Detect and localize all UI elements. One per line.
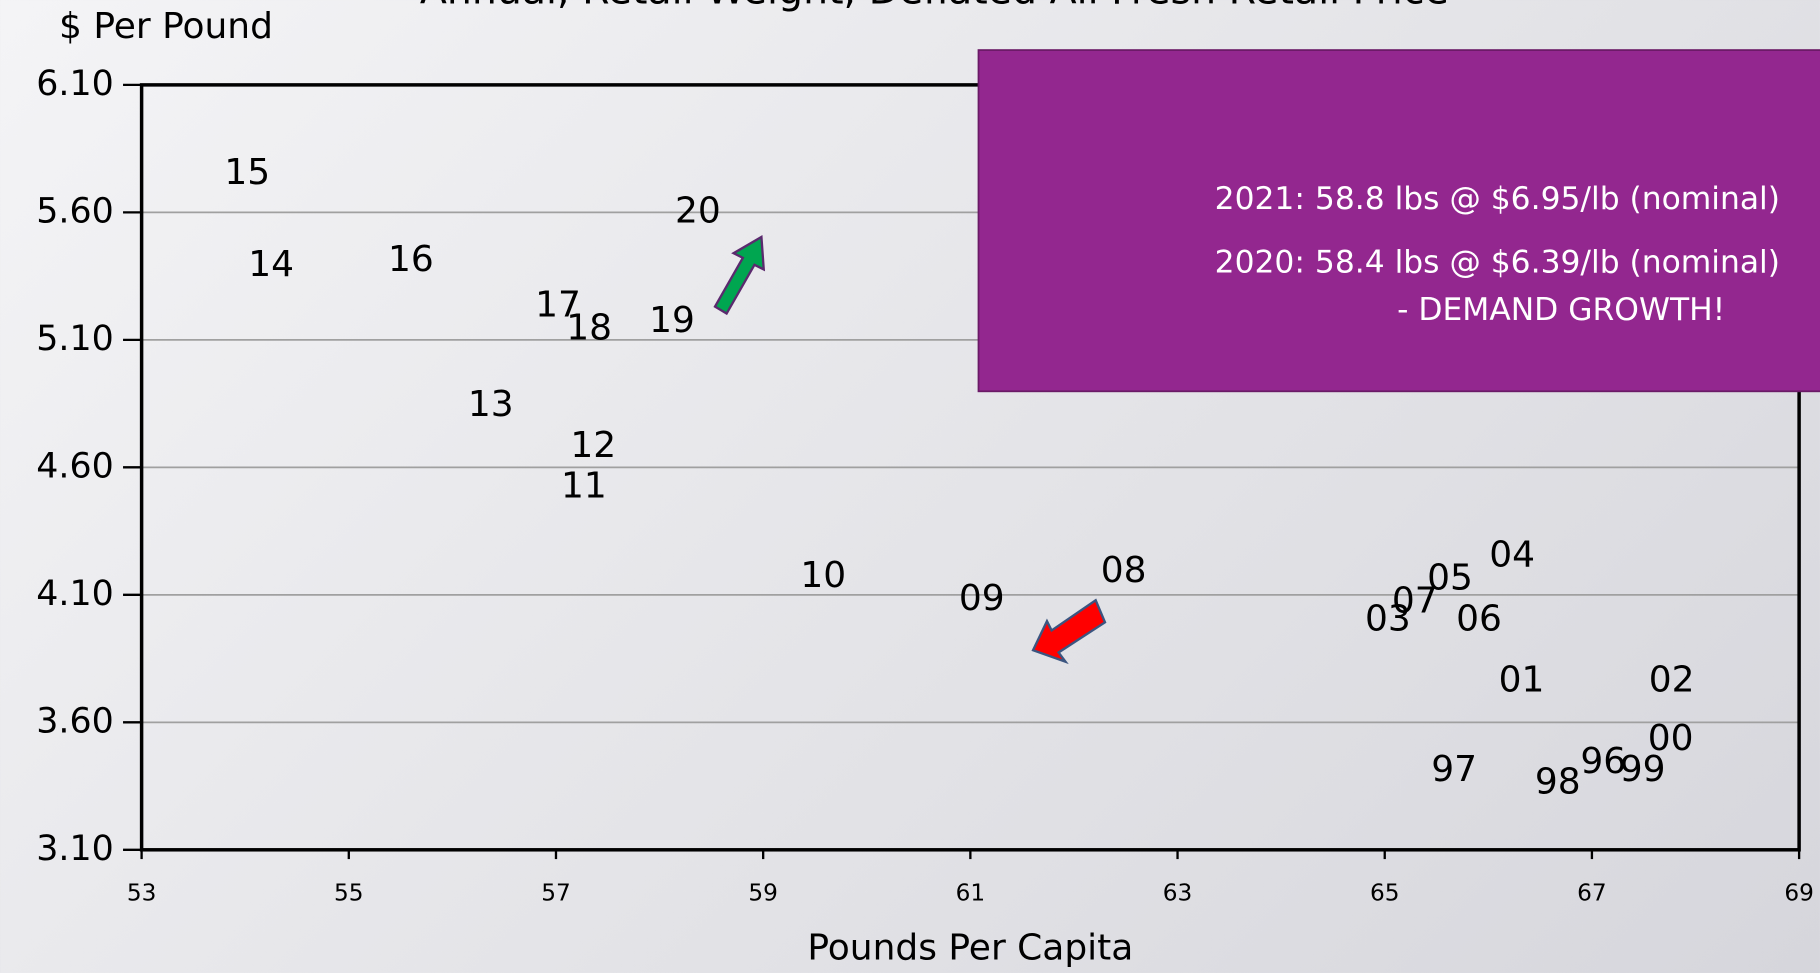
point-label: 05	[1427, 558, 1473, 599]
point-label: 14	[248, 244, 294, 285]
point-label: 03	[1365, 598, 1411, 639]
x-tick-label: 67	[1577, 879, 1607, 906]
point-label: 15	[224, 152, 270, 193]
point-label: 19	[649, 300, 695, 341]
y-tick-label: 3.60	[36, 701, 114, 741]
x-tick-label: 69	[1784, 879, 1814, 906]
y-tick-label: 3.10	[36, 829, 114, 869]
x-axis-label: Pounds Per Capita	[807, 928, 1133, 969]
chart-title: Annual, Retail Weight, Deflated All Fres…	[420, 0, 1449, 14]
point-label: 12	[570, 425, 616, 466]
point-label: 99	[1620, 749, 1666, 790]
y-tick-label: 5.10	[36, 319, 114, 359]
point-label: 20	[675, 190, 721, 231]
x-tick-label: 59	[748, 879, 778, 906]
point-label: 09	[959, 578, 1005, 619]
point-label: 01	[1499, 660, 1545, 701]
annotation: 2021: 58.8 lbs @ $6.95/lb (nominal)	[1215, 181, 1780, 217]
x-tick-label: 65	[1370, 879, 1400, 906]
down-arrow	[1031, 598, 1107, 665]
y-tick-label: 5.60	[36, 191, 114, 231]
point-label: 07	[1392, 580, 1438, 621]
y-axis-label: $ Per Pound	[59, 6, 273, 47]
point-label: 06	[1456, 598, 1502, 639]
up-arrow	[713, 235, 766, 316]
point-label: 18	[566, 308, 612, 349]
point-label: 00	[1648, 718, 1694, 759]
plot-frame	[139, 83, 1801, 852]
point-label: 98	[1535, 762, 1581, 803]
annotation: - DEMAND GROWTH!	[1397, 292, 1725, 328]
point-label: 13	[468, 384, 514, 425]
point-label: 04	[1489, 535, 1535, 576]
x-tick-label: 63	[1163, 879, 1193, 906]
point-label: 16	[388, 239, 434, 280]
y-tick-label: 6.10	[36, 64, 114, 104]
point-label: 10	[800, 555, 846, 596]
x-tick-label: 61	[956, 879, 986, 906]
annotation-box	[977, 49, 1820, 393]
point-label: 08	[1101, 550, 1147, 591]
annotation: 2020: 58.4 lbs @ $6.39/lb (nominal)	[1215, 245, 1780, 281]
x-tick-label: 55	[334, 879, 364, 906]
point-label: 11	[561, 466, 607, 507]
x-tick-label: 57	[541, 879, 571, 906]
x-tick-label: 53	[127, 879, 157, 906]
y-tick-label: 4.10	[36, 574, 114, 614]
y-tick-label: 4.60	[36, 446, 114, 486]
point-label: 97	[1431, 749, 1477, 790]
point-label: 17	[535, 285, 581, 326]
point-label: 96	[1580, 741, 1626, 782]
point-label: 02	[1649, 660, 1695, 701]
